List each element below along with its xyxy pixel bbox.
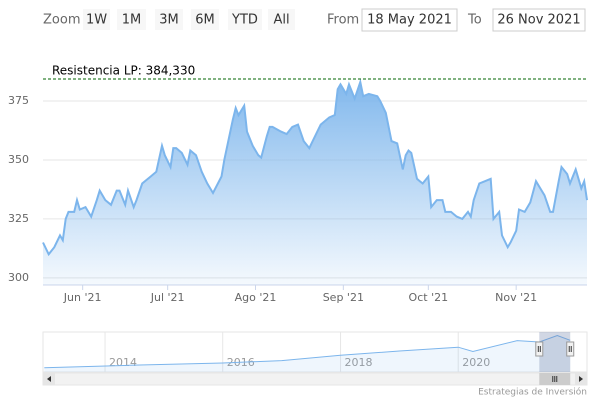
zoom-button-label[interactable]: All [273,13,289,28]
to-value[interactable]: 26 Nov 2021 [497,13,580,28]
scrollbar-track[interactable] [42,372,588,386]
zoom-button[interactable] [155,9,183,30]
resistance-label: Resistencia LP: 384,330 [52,63,195,77]
from-input[interactable] [361,8,458,32]
zoom-button-label[interactable]: YTD [231,13,258,28]
area-fill [43,82,587,285]
price-line [42,78,588,257]
navigator-handle[interactable] [566,341,575,357]
zoom-button[interactable] [83,9,110,30]
zoom-button-label[interactable]: 3M [159,13,179,28]
y-tick-label: 350 [8,153,29,166]
x-tick-label: Jun '21 [63,291,102,304]
zoom-button[interactable] [268,9,295,30]
navigator-frame [42,331,588,373]
zoom-button-label[interactable]: 1W [86,13,107,28]
from-label: From [327,13,359,28]
navigator-tick-label: 2018 [345,356,373,369]
x-tick-label: Ago '21 [235,291,277,304]
credits: Estrategias de Inversión [478,387,587,398]
navigator-handle[interactable] [535,341,544,357]
navigator-window[interactable] [539,332,571,372]
navigator-tick-label: 2020 [462,356,490,369]
zoom-button[interactable] [117,9,146,30]
zoom-button[interactable] [228,9,262,30]
x-tick-label: Sep '21 [323,291,364,304]
y-tick-label: 325 [8,212,29,225]
y-tick-label: 300 [8,271,29,284]
scrollbar-right-arrow [579,376,583,382]
from-value[interactable]: 18 May 2021 [367,13,452,28]
to-label: To [467,13,482,28]
y-tick-label: 375 [8,94,29,107]
navigator-area [44,335,571,372]
zoom-button[interactable] [191,9,219,30]
to-input[interactable] [492,8,586,32]
x-tick-label: Oct '21 [409,291,449,304]
zoom-button-label[interactable]: 6M [195,13,215,28]
x-tick-label: Jul '21 [150,291,185,304]
x-tick-label: Nov '21 [495,291,537,304]
navigator-line [44,334,571,369]
zoom-label: Zoom [43,13,80,28]
zoom-button-label[interactable]: 1M [122,13,142,28]
scrollbar-left-arrow [47,376,51,382]
